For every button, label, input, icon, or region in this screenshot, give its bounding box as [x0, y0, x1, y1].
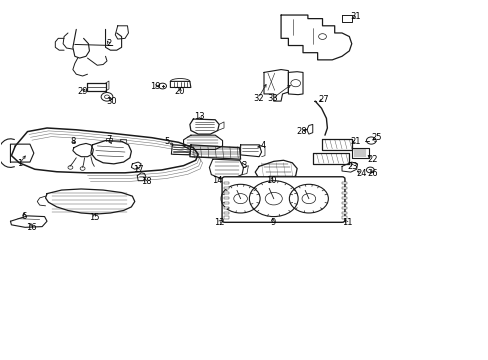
Text: 11: 11: [341, 218, 351, 227]
Bar: [341, 202, 346, 204]
Text: 27: 27: [318, 95, 328, 104]
Text: 2: 2: [106, 39, 111, 48]
Text: 31: 31: [349, 12, 360, 21]
Text: 22: 22: [366, 155, 377, 164]
Text: 8: 8: [70, 137, 75, 146]
Text: 4: 4: [260, 141, 265, 150]
Text: 29: 29: [77, 86, 88, 95]
Text: 30: 30: [106, 96, 117, 105]
Text: 20: 20: [175, 86, 185, 95]
Bar: [341, 187, 346, 189]
Text: 7: 7: [106, 135, 111, 144]
Bar: [223, 212, 229, 215]
Text: 14: 14: [212, 176, 223, 185]
Bar: [341, 216, 346, 219]
Text: 33: 33: [267, 94, 278, 103]
Text: 1: 1: [17, 159, 22, 168]
Text: 9: 9: [269, 218, 275, 227]
Text: 18: 18: [141, 177, 151, 186]
Bar: [223, 187, 229, 189]
Bar: [223, 202, 229, 204]
Text: 3: 3: [241, 161, 246, 170]
Bar: [341, 182, 346, 184]
Text: 21: 21: [350, 137, 360, 146]
Text: 10: 10: [265, 176, 276, 185]
Text: 25: 25: [370, 133, 381, 142]
Bar: [341, 192, 346, 194]
Bar: [341, 207, 346, 210]
Text: 24: 24: [356, 169, 366, 178]
Text: 5: 5: [164, 137, 170, 146]
Text: 26: 26: [366, 169, 377, 178]
Text: 19: 19: [150, 82, 161, 91]
Text: 13: 13: [194, 112, 204, 121]
Text: 28: 28: [296, 127, 307, 136]
Bar: [223, 192, 229, 194]
Text: 16: 16: [25, 223, 36, 232]
Bar: [223, 197, 229, 199]
Bar: [223, 182, 229, 184]
Bar: [223, 207, 229, 210]
Text: 6: 6: [21, 212, 27, 221]
Text: 32: 32: [252, 94, 263, 103]
Bar: [223, 216, 229, 219]
Text: 15: 15: [89, 213, 100, 222]
Text: 23: 23: [347, 162, 357, 171]
Text: 12: 12: [213, 218, 224, 227]
Bar: [341, 212, 346, 215]
Bar: [341, 197, 346, 199]
Text: 17: 17: [133, 166, 143, 175]
FancyBboxPatch shape: [222, 177, 344, 222]
